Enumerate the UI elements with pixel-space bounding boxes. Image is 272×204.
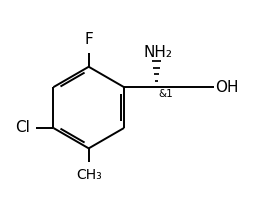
Text: &1: &1 bbox=[158, 89, 173, 99]
Text: OH: OH bbox=[215, 80, 239, 95]
Text: Cl: Cl bbox=[15, 121, 30, 135]
Text: NH₂: NH₂ bbox=[144, 45, 173, 60]
Text: CH₃: CH₃ bbox=[76, 168, 101, 182]
Text: F: F bbox=[84, 32, 93, 47]
